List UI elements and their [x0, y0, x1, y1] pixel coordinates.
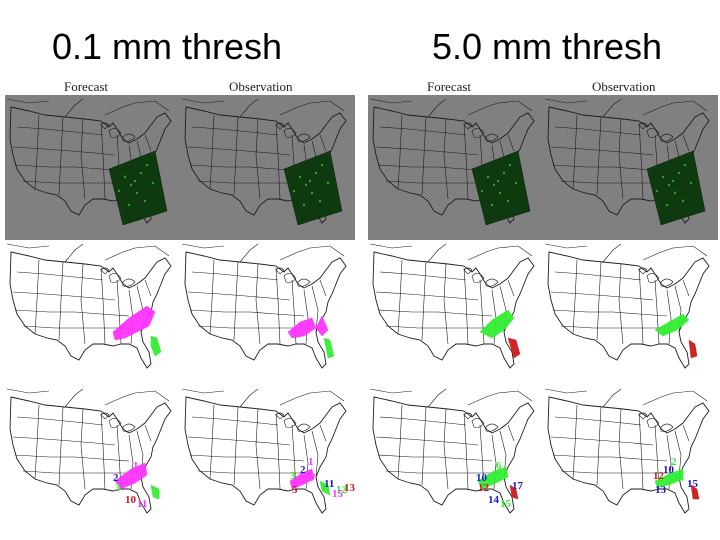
object-id-label: 2	[113, 472, 119, 484]
title-0-1-mm-thresh: 0.1 mm thresh	[52, 26, 283, 67]
panel-smoothed-forecast	[368, 240, 543, 385]
panel-raw-observation	[543, 95, 718, 240]
object-id-label: 12	[336, 484, 348, 496]
object-id-label: 12	[653, 470, 665, 482]
object-id-label: 6	[496, 460, 502, 472]
object-id-label: 12	[478, 482, 490, 494]
object-id-label: 14	[673, 472, 685, 484]
panel-objects-forecast: 6 10 12 14 15 17	[368, 385, 543, 530]
label-observation-right: Observation	[592, 79, 656, 94]
object-id-label: 10	[663, 464, 675, 476]
map-smoothed-observation	[181, 243, 347, 369]
map-smoothed-forecast	[6, 243, 172, 369]
panel-smoothed-forecast	[5, 240, 180, 385]
object-id-label: 17	[512, 480, 524, 492]
object-id-label: 2	[671, 456, 677, 468]
label-forecast-left: Forecast	[64, 79, 109, 94]
map-smoothed-forecast	[369, 243, 535, 369]
panel-objects-observation: 1 2 3 5 7 11 12 13 15	[180, 385, 355, 530]
panel-smoothed-observation	[180, 240, 355, 385]
object-id-label: 2	[300, 464, 306, 476]
object-id-label: 7	[310, 472, 316, 484]
map-smoothed-observation	[544, 243, 710, 369]
object-id-label: 3	[115, 482, 121, 494]
map-raw-forecast	[5, 95, 180, 240]
object-id-label: 5	[292, 484, 298, 496]
object-id-label: 11	[137, 498, 147, 510]
object-id-label: 13	[655, 484, 667, 496]
object-id-label: 15	[332, 488, 344, 500]
label-forecast-right: Forecast	[427, 79, 472, 94]
title-5-0-mm-thresh: 5.0 mm thresh	[432, 26, 663, 67]
panel-smoothed-observation	[543, 240, 718, 385]
panel-raw-forecast	[368, 95, 543, 240]
map-raw-observation	[180, 95, 355, 240]
object-id-label: 13	[344, 482, 355, 494]
panel-raw-forecast	[5, 95, 180, 240]
map-objects-forecast: 1 23 10 11	[6, 388, 172, 514]
object-id-label: 11	[324, 478, 334, 490]
map-raw-forecast	[368, 95, 543, 240]
map-group-5-0-mm: 6 10 12 14 15 17 2 10 12 13 14 15	[368, 95, 718, 535]
panel-objects-forecast: 1 2 3 10 11	[5, 385, 180, 530]
map-raw-observation	[543, 95, 718, 240]
object-id-label: 10	[476, 472, 488, 484]
object-id-label: 10	[125, 494, 137, 506]
label-observation-left: Observation	[229, 79, 293, 94]
object-id-label: 3	[290, 470, 296, 482]
object-id-label: 1	[133, 460, 139, 472]
object-id-label: 15	[500, 498, 512, 510]
object-id-label: 1	[308, 456, 314, 468]
panel-objects-observation: 2 10 12 13 14 15	[543, 385, 718, 530]
object-id-label: 15	[687, 478, 699, 490]
object-id-label: 14	[488, 494, 500, 506]
panel-raw-observation	[180, 95, 355, 240]
map-group-0-1-mm: 1 2 3 10 11 1 2 3 5 7 11 12 13 15	[5, 95, 355, 535]
